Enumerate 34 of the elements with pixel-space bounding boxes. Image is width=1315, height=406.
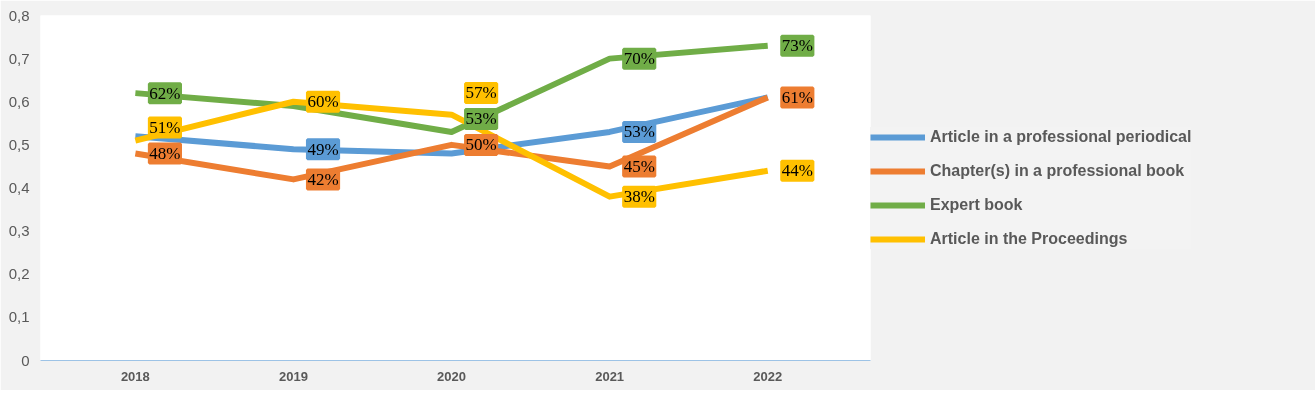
y-tick-label: 0,3: [8, 222, 30, 240]
data-label: 70%: [623, 49, 655, 69]
y-tick-label: 0,1: [8, 308, 30, 326]
data-label: 38%: [623, 187, 655, 207]
data-label: 60%: [307, 92, 339, 112]
data-label: 42%: [307, 169, 339, 189]
data-label: 53%: [623, 122, 655, 142]
data-label: 62%: [149, 83, 181, 103]
y-tick-label: 0,2: [8, 265, 30, 283]
legend-label: Article in the Proceedings: [930, 229, 1128, 248]
data-label: 49%: [307, 139, 339, 159]
data-label: 73%: [781, 36, 813, 56]
y-tick-label: 0,8: [8, 6, 30, 24]
data-label: 50%: [465, 135, 497, 155]
data-label: 45%: [623, 156, 655, 176]
y-tick-label: 0,4: [8, 179, 30, 196]
data-label: 44%: [781, 161, 813, 181]
legend-label: Article in a professional periodical: [930, 127, 1192, 146]
data-label: 57%: [465, 83, 497, 103]
x-tick-label: 2020: [437, 368, 467, 384]
x-tick-label: 2022: [753, 368, 783, 384]
y-tick-label: 0,6: [8, 92, 30, 110]
x-tick-label: 2021: [595, 368, 625, 384]
data-label: 51%: [149, 118, 181, 137]
y-tick-label: 0: [21, 351, 30, 369]
data-label: 48%: [149, 144, 181, 163]
x-tick-label: 2019: [278, 368, 308, 384]
y-tick-label: 0,5: [8, 135, 30, 153]
data-label: 53%: [465, 109, 497, 129]
y-tick-label: 0,7: [8, 49, 30, 67]
data-label: 61%: [781, 87, 813, 107]
legend-label: Expert book: [930, 195, 1023, 214]
x-tick-label: 2018: [120, 368, 150, 384]
legend-label: Chapter(s) in a professional book: [930, 161, 1185, 180]
